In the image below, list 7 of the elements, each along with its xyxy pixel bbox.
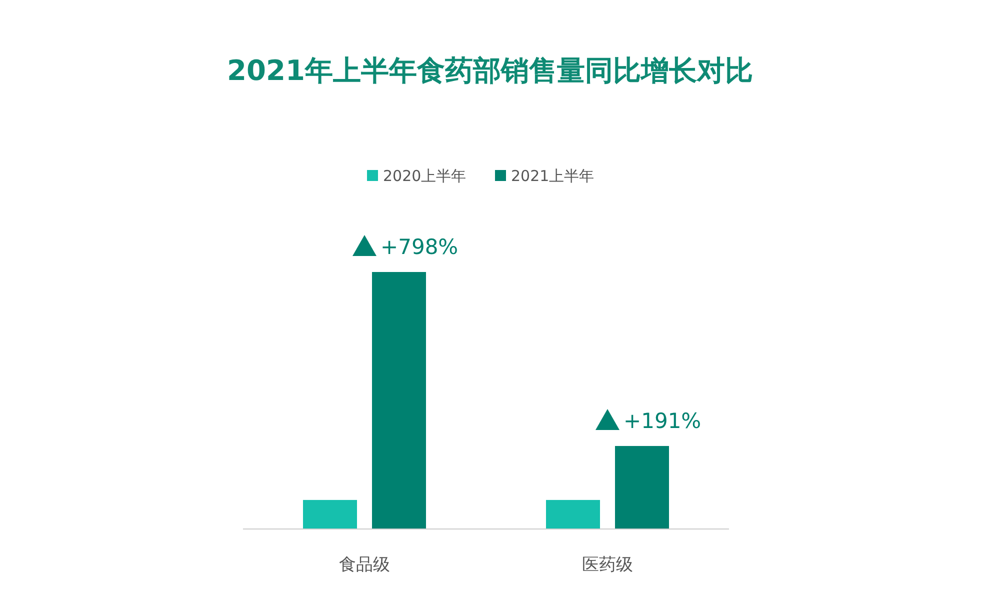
chart-title: 2021年上半年食药部销售量同比增长对比 [227, 54, 753, 87]
annotation: +191% [624, 408, 702, 433]
legend-label: 2020上半年 [383, 167, 466, 185]
x-tick-label: 医药级 [582, 555, 633, 575]
text: +798% [380, 235, 458, 259]
x-tick-label: 食品级 [339, 555, 390, 575]
legend-label: 2021上半年 [511, 167, 594, 185]
